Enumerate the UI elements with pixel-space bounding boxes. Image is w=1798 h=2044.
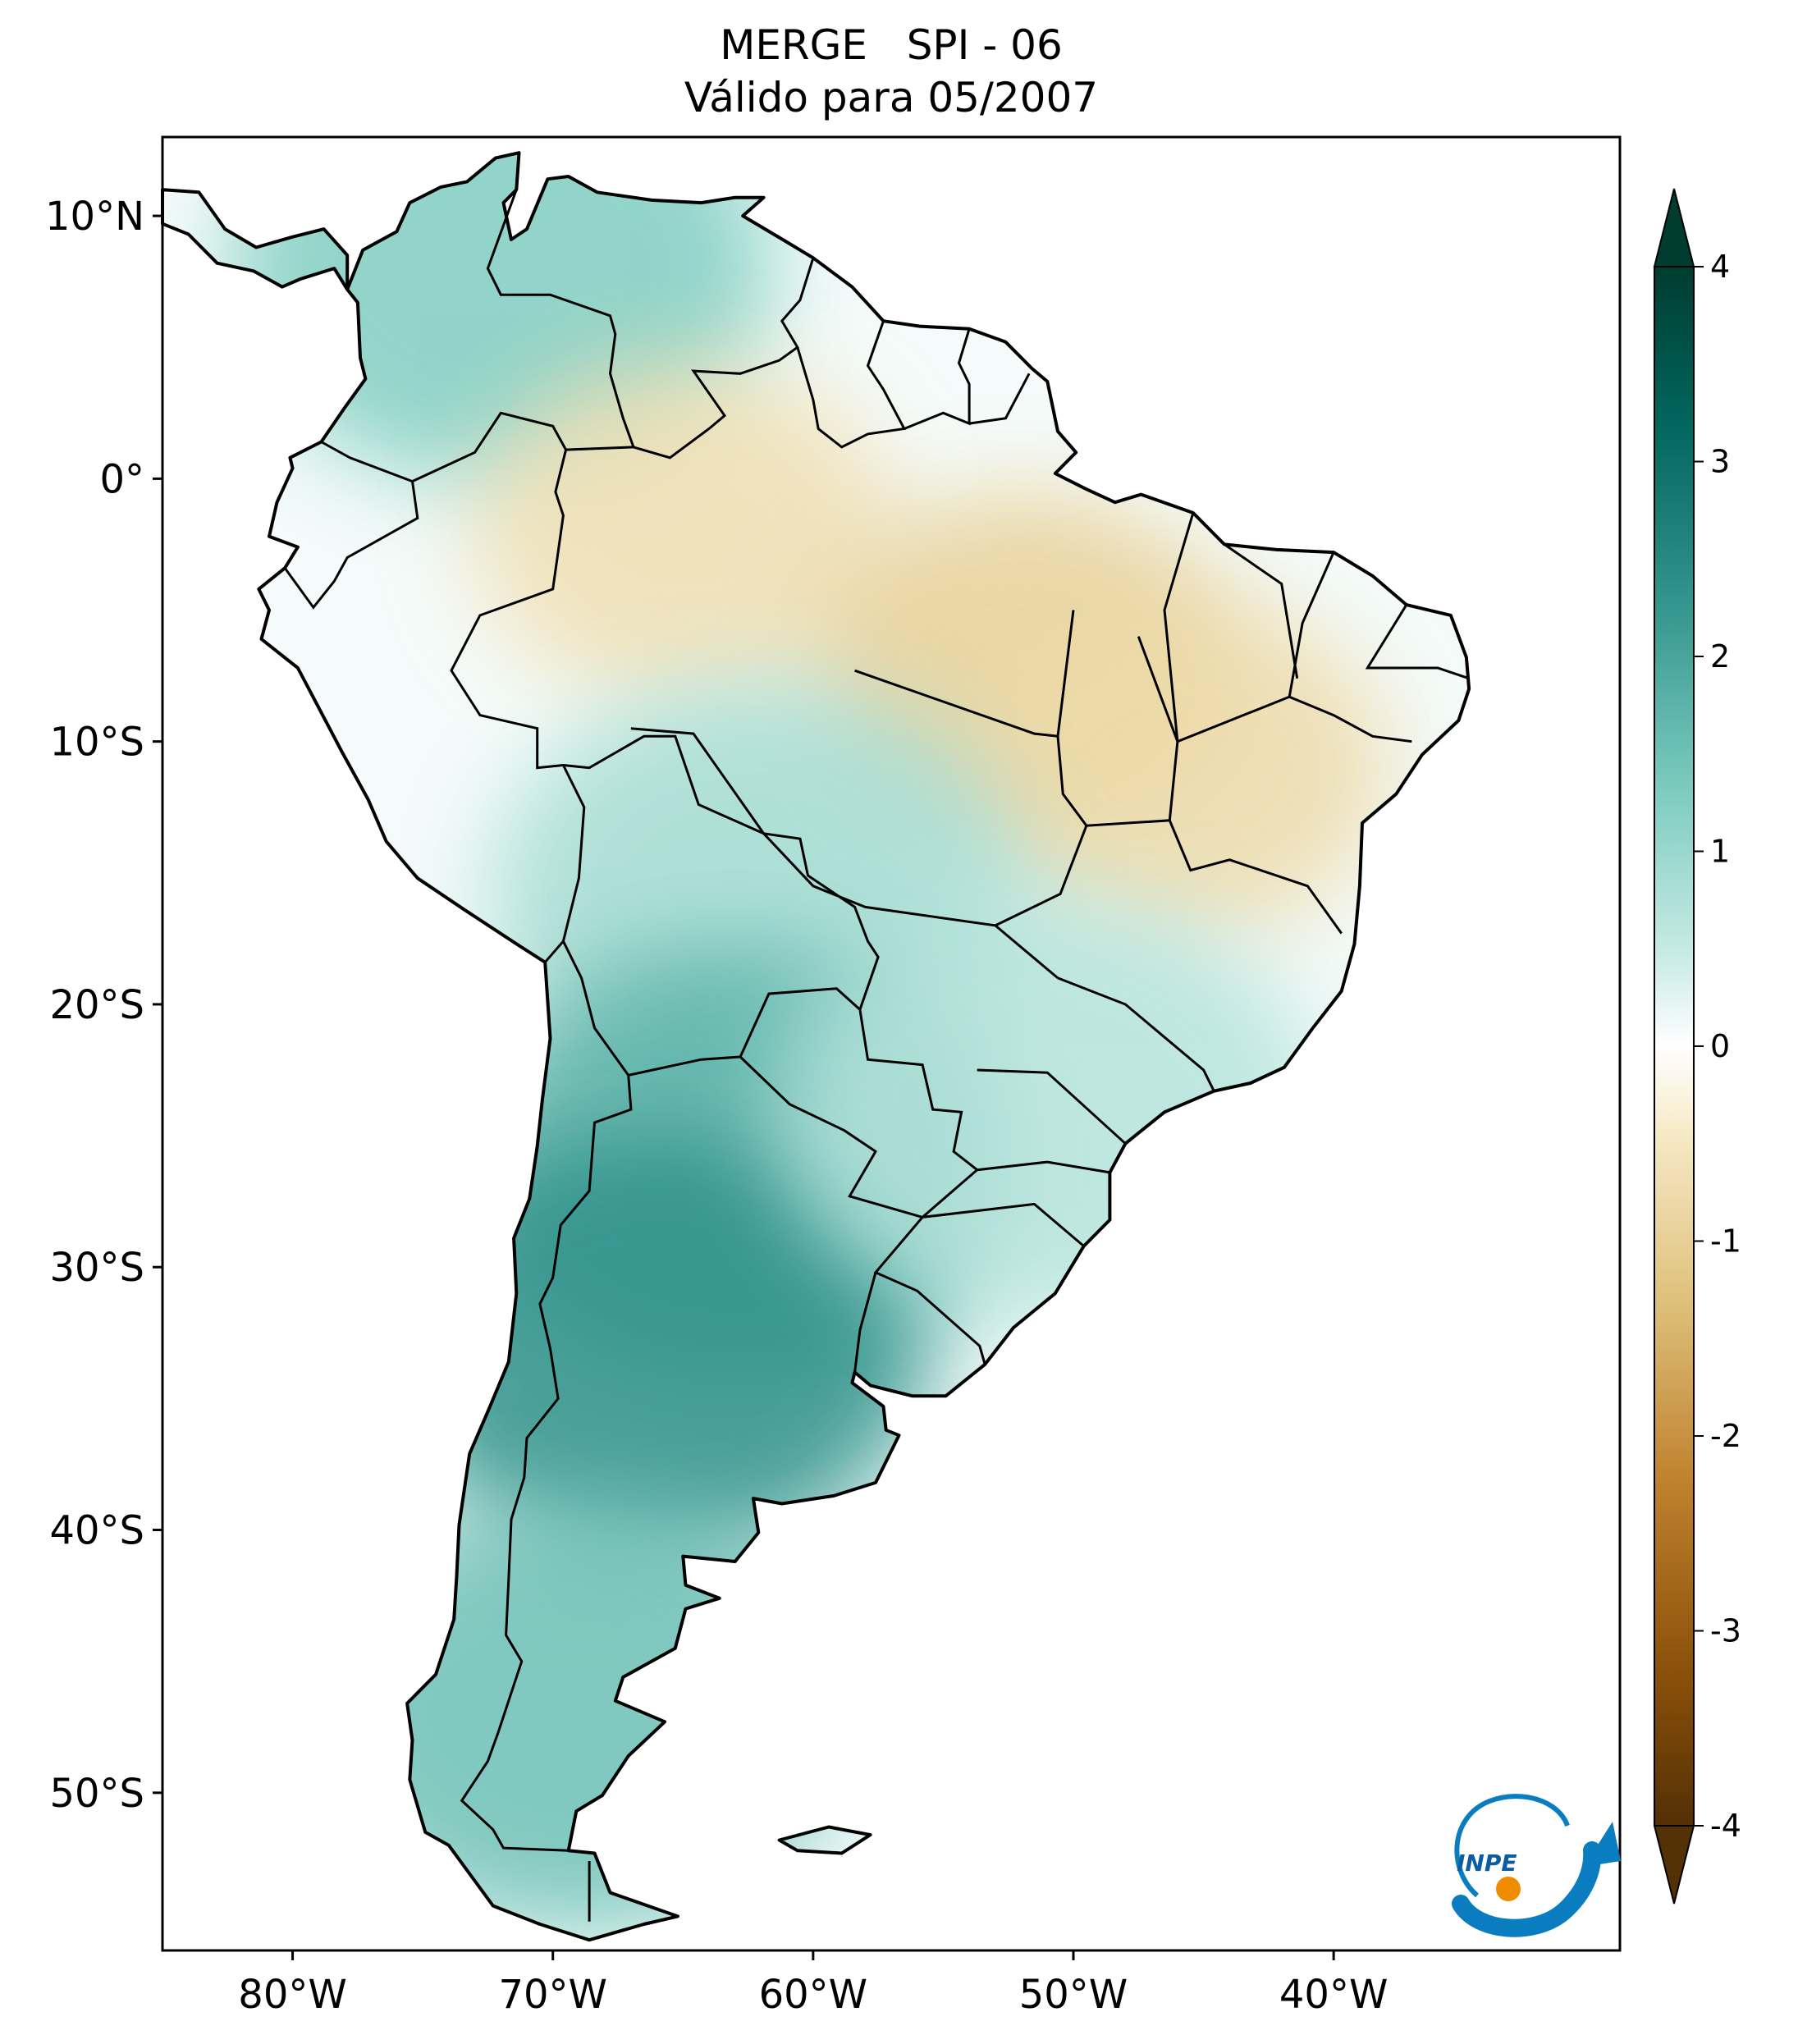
colorbar-tick-label: -3 <box>1710 1613 1741 1649</box>
anomaly-region-amazon-north <box>469 360 897 702</box>
lat-tick-label: 40°S <box>49 1508 144 1554</box>
coastline <box>161 151 1471 1942</box>
colorbar: 4 3 2 1 0 -1 -2 -3 -4 <box>1653 188 1741 1905</box>
country-borders <box>283 189 1470 1922</box>
lat-tick-label: 10°S <box>49 720 144 766</box>
lat-tick-label: 10°N <box>45 194 144 240</box>
anomaly-region-tocantins-bahia <box>963 597 1391 939</box>
inpe-logo-text: INPE <box>1457 1850 1517 1877</box>
country-border-line <box>995 825 1088 927</box>
lat-tick-label: 30°S <box>49 1245 144 1291</box>
country-border-line <box>633 257 815 460</box>
country-border-line <box>977 1068 1127 1145</box>
map-frame <box>161 135 1622 1952</box>
colorbar-extend-max-triangle <box>1653 188 1695 268</box>
colorbar-tick-label: 0 <box>1710 1028 1730 1064</box>
colorbar-tick-label: 4 <box>1710 249 1730 285</box>
lon-tick-label: 70°W <box>498 1972 607 2018</box>
colorbar-tick-label: -1 <box>1710 1223 1741 1260</box>
colorbar-ticks: 4 3 2 1 0 -1 -2 -3 -4 <box>1694 249 1741 1844</box>
country-border-line <box>450 446 986 1365</box>
country-border-line <box>283 481 419 610</box>
anomaly-region-central-argentina <box>386 1129 928 1563</box>
country-border-line <box>796 320 907 449</box>
lon-tick-label: 50°W <box>1019 1972 1128 2018</box>
lon-tick-label: 40°W <box>1279 1972 1389 2018</box>
lon-tick-label: 60°W <box>759 1972 868 2018</box>
colorbar-tick-label: 1 <box>1710 834 1730 870</box>
colorbar-tick-label: -2 <box>1710 1418 1741 1454</box>
country-border-line <box>630 727 765 835</box>
colorbar-tick-label: 2 <box>1710 638 1730 674</box>
country-border-line <box>853 1272 877 1373</box>
country-border-line <box>320 411 567 483</box>
country-border-line <box>762 832 1059 980</box>
country-border-line <box>1288 551 1335 697</box>
lat-tick-label: 50°S <box>49 1771 144 1817</box>
map-title-line2: Válido para 05/2007 <box>684 74 1099 121</box>
longitude-axis: 80°W 70°W 60°W 50°W 40°W <box>238 1950 1388 2018</box>
country-border-line <box>460 940 633 1852</box>
country-border-line <box>739 1055 923 1219</box>
colorbar-tick-label: 3 <box>1710 444 1730 480</box>
map-title-line1: MERGE SPI - 06 <box>720 21 1063 69</box>
lat-tick-label: 20°S <box>49 982 144 1028</box>
country-border-line <box>1224 543 1299 679</box>
country-border-line <box>1163 512 1195 742</box>
country-border-line <box>544 764 586 963</box>
country-border-line <box>854 669 1059 738</box>
country-border-line <box>1177 695 1412 743</box>
colorbar-bar <box>1654 266 1695 1827</box>
lon-tick-label: 80°W <box>238 1972 347 2018</box>
inpe-logo-icon: INPE <box>1452 1794 1621 1937</box>
country-border-line <box>628 987 861 1077</box>
country-border-line <box>1365 604 1470 680</box>
colorbar-tick-label: -4 <box>1710 1808 1741 1844</box>
latitude-axis: 10°N 0° 10°S 20°S 30°S 40°S 50°S <box>45 194 162 1817</box>
country-border-line <box>922 1202 1085 1247</box>
country-border-line <box>486 189 635 448</box>
colorbar-extend-min-triangle <box>1653 1825 1695 1905</box>
country-border-line <box>968 373 1031 425</box>
country-border-line <box>1057 976 1215 1092</box>
lat-tick-label: 0° <box>99 456 144 502</box>
country-border-line <box>1168 820 1343 935</box>
country-border-line <box>977 1160 1110 1174</box>
country-border-line <box>904 328 971 430</box>
